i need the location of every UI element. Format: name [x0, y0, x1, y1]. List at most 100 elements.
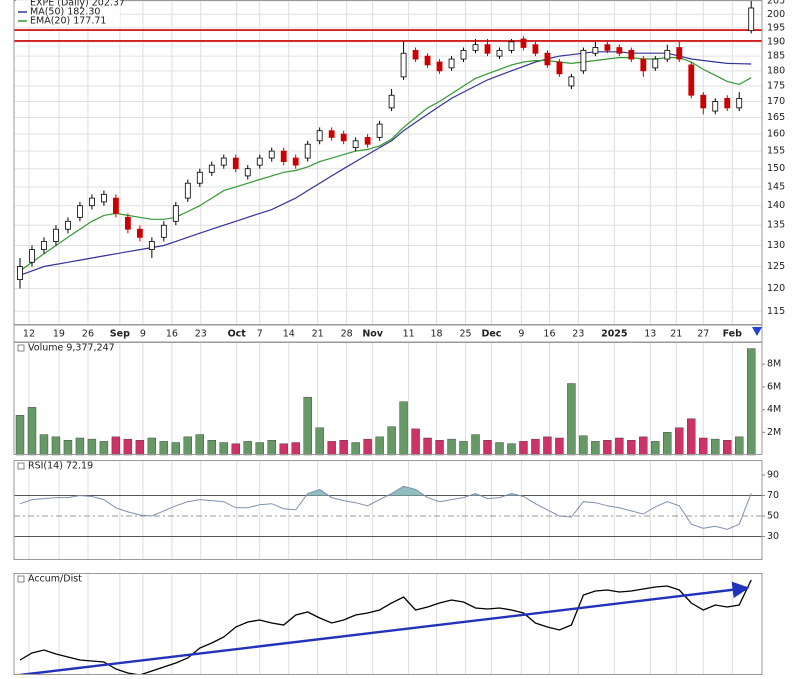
volume-bar [387, 426, 396, 456]
candle-body [748, 7, 755, 32]
x-tick-label: 18 [431, 329, 443, 340]
y-tick-label: 185 [767, 51, 785, 62]
volume-bar [219, 442, 228, 456]
y-tick-label: 30 [767, 531, 779, 542]
volume-bar [99, 441, 109, 456]
candle-body [364, 137, 371, 145]
candle-body [676, 47, 683, 60]
legend-label: EMA(20) 177.71 [30, 16, 106, 27]
y-tick-label: 2M [767, 427, 781, 438]
candle-body [280, 150, 287, 162]
volume-bar [543, 436, 552, 456]
y-tick-label: 160 [767, 129, 785, 140]
volume-bar [171, 442, 181, 456]
overbought-fill [79, 486, 752, 496]
candle-body [77, 205, 83, 218]
volume-bar [279, 443, 288, 456]
candle-body [196, 171, 203, 184]
volume-bar [507, 443, 516, 456]
period-arrow-icon [752, 327, 762, 336]
candle-body [532, 44, 539, 54]
candle-body [29, 249, 35, 263]
x-tick-label: 23 [195, 329, 207, 340]
candle-body [184, 182, 191, 199]
candle-body [148, 240, 155, 251]
volume-bar [207, 440, 216, 456]
volume-bar [555, 437, 564, 456]
y-tick-label: 195 [767, 22, 785, 33]
x-tick-label: 14 [283, 329, 295, 340]
candle-body [136, 228, 143, 238]
volume-bar [459, 441, 468, 456]
volume-bar [423, 437, 432, 456]
volume-bar [531, 438, 540, 456]
y-tick-label: 155 [767, 146, 785, 157]
y-tick-label: 120 [767, 283, 785, 294]
x-tick-label: 21 [670, 329, 682, 340]
volume-bar [327, 441, 336, 456]
volume-bar [111, 436, 121, 456]
y-tick-label: 6M [767, 381, 781, 392]
candle-body [160, 224, 167, 238]
volume-bar [267, 440, 276, 456]
volume-bar [135, 440, 145, 456]
chart-title: EXPE (Daily) 202.37 [30, 0, 125, 9]
grid-layer [13, 0, 765, 675]
x-tick-label: 25 [460, 329, 472, 340]
panel-title: Volume 9,377,247 [28, 343, 115, 354]
x-tick-label: 7 [257, 329, 263, 340]
candle-body [340, 133, 347, 142]
volume-bar [435, 440, 444, 456]
candle-body [568, 76, 575, 87]
candle-body [220, 157, 227, 166]
candle-body [17, 266, 23, 280]
x-tick-label: 12 [23, 329, 35, 340]
volume-bar [735, 436, 744, 456]
candle-body [508, 41, 515, 51]
y-tick-label: 8M [767, 359, 781, 370]
x-tick-label: 21 [312, 329, 324, 340]
volume-bar [483, 440, 492, 456]
y-tick-label: 115 [767, 306, 785, 317]
volume-bar [351, 442, 360, 456]
panel-frame [13, 0, 763, 325]
y-tick-label: 145 [767, 181, 785, 192]
candle-body [580, 49, 587, 72]
candle-body [616, 47, 623, 54]
volume-bar [231, 443, 240, 456]
volume-bar [699, 437, 708, 456]
candle-body [53, 228, 59, 242]
candle-body [292, 157, 299, 166]
y-tick-label: 150 [767, 163, 785, 174]
y-tick-label: 135 [767, 220, 785, 231]
x-tick-label: 19 [53, 329, 65, 340]
y-tick-label: 130 [767, 240, 785, 251]
volume-bar [159, 441, 169, 456]
x-tick-label: Feb [723, 329, 743, 340]
volume-bar [615, 437, 624, 456]
volume-bar [339, 440, 348, 456]
candle-body [232, 157, 239, 170]
candle-body [316, 130, 323, 142]
x-tick-label: 13 [644, 329, 656, 340]
candle-body [664, 49, 671, 60]
volume-bar [579, 435, 588, 456]
candle-body [101, 193, 107, 203]
panel-icon [17, 344, 25, 352]
volume-bar [63, 440, 73, 456]
y-tick-label: 50 [767, 511, 779, 522]
volume-bar [663, 432, 672, 456]
volume-bar [315, 427, 324, 456]
candle-body [700, 94, 707, 109]
y-tick-label: 190 [767, 36, 785, 47]
volume-bar [291, 442, 300, 456]
candle-body [268, 150, 275, 159]
volume-bar [747, 348, 756, 456]
candle-body [400, 52, 407, 78]
candle-body [112, 197, 119, 214]
y-tick-label: 140 [767, 200, 785, 211]
candle-body [496, 49, 503, 57]
candle-body [89, 197, 95, 207]
y-tick-label: 175 [767, 80, 785, 91]
panel-frame [13, 460, 763, 560]
